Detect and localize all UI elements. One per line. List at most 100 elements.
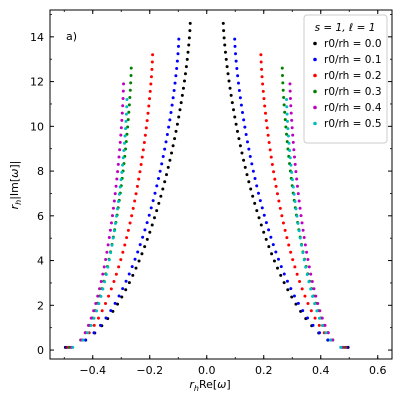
- data-point-series-0: [131, 273, 135, 277]
- data-point-series-4: [305, 250, 309, 254]
- data-point-series-4: [289, 111, 293, 115]
- data-point-series-0: [182, 79, 186, 83]
- data-point-series-1: [292, 294, 296, 298]
- data-point-series-1: [163, 147, 167, 151]
- data-point-series-1: [147, 213, 151, 217]
- data-point-series-5: [311, 294, 315, 298]
- data-point-series-5: [307, 280, 311, 284]
- legend-label: r0/rh = 0.4: [324, 102, 382, 114]
- data-point-series-1: [121, 287, 125, 291]
- data-point-series-4: [292, 148, 296, 152]
- data-point-series-1: [234, 52, 238, 56]
- data-point-series-4: [291, 140, 295, 144]
- data-point-series-4: [323, 323, 327, 327]
- data-point-series-3: [283, 110, 287, 114]
- data-point-series-2: [266, 133, 270, 137]
- data-point-series-5: [112, 229, 116, 233]
- data-point-series-2: [145, 119, 149, 123]
- x-tick-label: 0.0: [198, 364, 216, 377]
- data-point-series-3: [280, 66, 284, 70]
- data-point-series-0: [179, 101, 183, 105]
- data-point-series-4: [303, 243, 307, 247]
- data-point-series-0: [150, 223, 154, 227]
- data-point-series-3: [282, 96, 286, 100]
- data-point-series-1: [264, 221, 268, 225]
- data-point-series-0: [168, 158, 172, 162]
- data-point-series-4: [109, 221, 113, 225]
- data-point-series-0: [120, 295, 124, 299]
- data-point-series-2: [263, 111, 267, 115]
- data-point-series-2: [128, 221, 132, 225]
- data-point-series-0: [221, 21, 225, 25]
- data-point-series-0: [188, 29, 192, 33]
- data-point-series-4: [294, 170, 298, 174]
- data-point-series-4: [105, 250, 109, 254]
- data-point-series-2: [300, 287, 304, 291]
- data-point-series-2: [135, 184, 139, 188]
- data-point-series-2: [151, 53, 155, 57]
- data-point-series-4: [115, 177, 119, 181]
- data-point-series-2: [146, 111, 150, 115]
- data-point-series-5: [339, 345, 343, 349]
- data-point-series-2: [104, 301, 107, 305]
- y-tick-label: 4: [37, 255, 44, 268]
- data-point-series-5: [123, 134, 127, 138]
- legend-entries: r0/rh = 0.0 r0/rh = 0.1 r0/rh = 0.2 r0/rh =…: [313, 38, 382, 130]
- data-point-series-0: [243, 165, 247, 169]
- x-axis-label: rhRe[ω]: [189, 378, 230, 393]
- data-point-series-0: [145, 237, 149, 241]
- data-point-series-5: [286, 134, 290, 138]
- data-point-series-2: [125, 236, 129, 240]
- data-point-series-0: [222, 29, 226, 33]
- data-point-series-5: [124, 127, 128, 131]
- data-point-series-4: [297, 199, 301, 203]
- data-point-series-1: [167, 125, 171, 129]
- data-point-series-1: [260, 206, 264, 210]
- data-point-series-3: [283, 118, 287, 122]
- data-point-series-4: [306, 258, 310, 262]
- data-point-series-3: [281, 81, 285, 85]
- data-point-series-4: [79, 338, 83, 342]
- data-point-series-0: [165, 173, 168, 177]
- data-point-series-4: [293, 162, 297, 166]
- data-point-series-1: [92, 331, 96, 335]
- data-point-series-0: [230, 101, 234, 105]
- data-point-series-2: [109, 287, 113, 291]
- data-point-series-2: [283, 228, 287, 232]
- data-point-series-2: [265, 126, 269, 130]
- data-point-series-5: [285, 105, 289, 109]
- data-point-series-3: [128, 96, 132, 100]
- data-point-series-0: [233, 115, 237, 119]
- data-point-series-1: [237, 88, 241, 92]
- data-point-series-2: [144, 126, 148, 130]
- data-point-series-1: [160, 162, 164, 166]
- data-point-series-2: [273, 177, 277, 181]
- data-point-series-1: [245, 140, 249, 144]
- data-point-series-1: [151, 199, 155, 203]
- data-point-series-5: [125, 105, 129, 109]
- data-point-series-2: [317, 323, 321, 327]
- legend-label: r0/rh = 0.2: [324, 70, 382, 82]
- data-point-series-1: [158, 169, 162, 173]
- data-point-series-0: [223, 43, 227, 47]
- data-point-series-0: [294, 302, 298, 306]
- legend: s = 1, ℓ = 1 r0/rh = 0.0r0/rh = 0.1r0/rh…: [303, 14, 388, 144]
- data-point-series-2: [291, 258, 295, 262]
- x-tick-label: 0.4: [312, 364, 330, 377]
- data-point-series-5: [97, 302, 101, 306]
- data-point-series-0: [187, 36, 191, 40]
- data-point-series-5: [309, 287, 313, 291]
- data-point-series-5: [81, 338, 85, 342]
- data-point-series-1: [175, 66, 179, 70]
- data-point-series-4: [110, 214, 114, 218]
- data-point-series-4: [121, 104, 125, 108]
- data-point-series-1: [274, 250, 278, 254]
- data-point-series-4: [114, 184, 118, 188]
- data-point-series-2: [117, 265, 121, 269]
- data-point-series-5: [288, 156, 292, 160]
- legend-box: [303, 14, 388, 144]
- data-point-series-4: [122, 82, 126, 86]
- data-point-series-1: [326, 338, 330, 342]
- data-point-series-1: [175, 59, 179, 63]
- data-point-series-5: [110, 243, 114, 247]
